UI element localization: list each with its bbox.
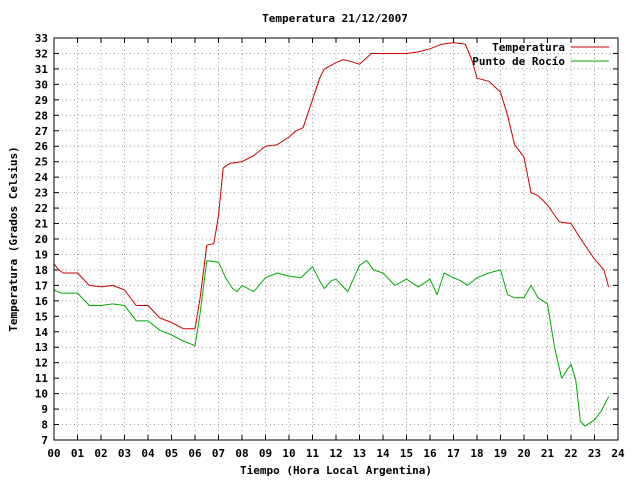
- x-tick-label: 06: [188, 447, 202, 460]
- y-tick-label: 33: [35, 32, 48, 45]
- series-line-temperatura: [53, 42, 610, 330]
- y-tick-label: 18: [35, 264, 48, 277]
- legend-label-temperatura: Temperatura: [492, 41, 565, 54]
- x-tick-label: 05: [165, 447, 178, 460]
- x-tick-label: 16: [423, 447, 437, 460]
- y-tick-label: 29: [35, 94, 48, 107]
- chart-title: Temperatura 21/12/2007: [262, 12, 408, 25]
- y-tick-label: 19: [35, 248, 48, 261]
- y-tick-label: 9: [41, 403, 48, 416]
- y-tick-label: 21: [35, 218, 49, 231]
- y-tick-label: 15: [35, 310, 48, 323]
- x-tick-label: 01: [71, 447, 85, 460]
- series-group: [53, 42, 610, 427]
- y-axis-label: Temperatura (Grados Celsius): [7, 146, 20, 331]
- x-axis-label: Tiempo (Hora Local Argentina): [240, 464, 432, 477]
- series-line-punto-de-rocio: [53, 260, 610, 427]
- x-tick-labels: 00 01 02 03 04 05 06 07 08 09 10 11 12 13 14 15 16 17 18 19…: [47, 447, 625, 460]
- y-tick-label: 8: [41, 419, 48, 432]
- plot-frame: [53, 37, 619, 441]
- y-tick-label: 12: [35, 357, 48, 370]
- y-tick-label: 20: [35, 233, 48, 246]
- x-tick-label: 09: [259, 447, 272, 460]
- legend-label-punto-de-rocio: Punto de Rocío: [472, 55, 565, 68]
- x-tick-label: 03: [118, 447, 131, 460]
- y-tick-label: 26: [35, 140, 49, 153]
- x-tick-label: 17: [447, 447, 460, 460]
- y-tick-label: 17: [35, 279, 48, 292]
- x-tick-label: 00: [47, 447, 60, 460]
- y-tick-label: 31: [35, 63, 49, 76]
- x-tick-label: 15: [400, 447, 413, 460]
- x-tick-label: 14: [376, 447, 390, 460]
- x-tick-label: 11: [306, 447, 320, 460]
- x-tick-label: 18: [470, 447, 483, 460]
- y-tick-labels: 7 8 9 10 11 12 13 14 15 16 17 18 19 20 21 22 23 24 25 26 27 2…: [35, 32, 49, 447]
- x-tick-label: 07: [212, 447, 225, 460]
- y-tick-label: 16: [35, 295, 49, 308]
- y-tick-label: 28: [35, 109, 48, 122]
- x-tick-label: 10: [282, 447, 295, 460]
- x-tick-label: 12: [329, 447, 342, 460]
- x-tick-label: 19: [494, 447, 507, 460]
- x-tick-label: 02: [94, 447, 107, 460]
- y-tick-label: 27: [35, 125, 48, 138]
- y-tick-label: 10: [35, 388, 48, 401]
- y-tick-label: 24: [35, 171, 49, 184]
- x-tick-label: 20: [517, 447, 530, 460]
- x-tick-label: 04: [141, 447, 155, 460]
- y-tick-label: 13: [35, 341, 48, 354]
- x-tick-label: 21: [541, 447, 555, 460]
- y-tick-label: 30: [35, 78, 48, 91]
- grid: [54, 38, 618, 440]
- x-tick-label: 23: [588, 447, 601, 460]
- x-tick-label: 22: [564, 447, 577, 460]
- x-tick-label: 13: [353, 447, 366, 460]
- y-tick-label: 25: [35, 156, 48, 169]
- x-tick-label: 24: [611, 447, 625, 460]
- y-tick-label: 7: [41, 434, 48, 447]
- axis-ticks: [53, 37, 619, 441]
- y-tick-label: 23: [35, 187, 48, 200]
- x-tick-label: 08: [235, 447, 248, 460]
- y-tick-label: 32: [35, 47, 48, 60]
- y-tick-label: 11: [35, 372, 49, 385]
- y-tick-label: 14: [35, 326, 49, 339]
- y-tick-label: 22: [35, 202, 48, 215]
